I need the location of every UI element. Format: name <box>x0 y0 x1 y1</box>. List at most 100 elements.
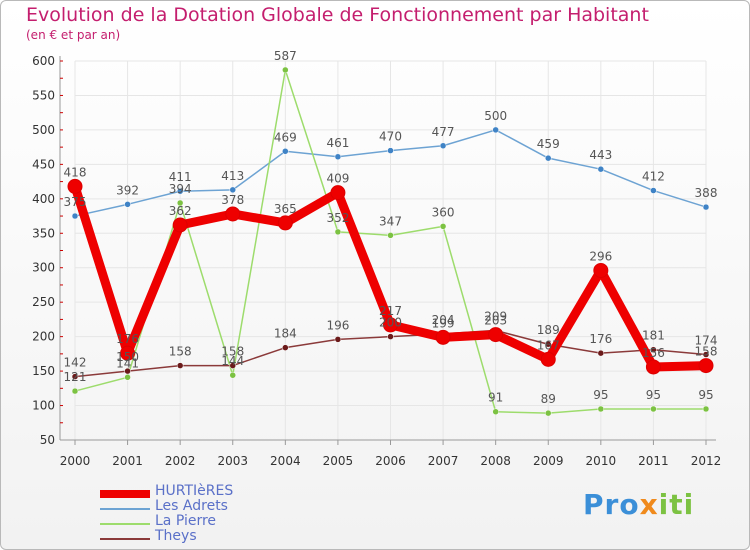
data-label-la-pierre-2006: 347 <box>379 214 402 228</box>
data-label-theys-2011: 181 <box>642 329 665 343</box>
data-label-la-pierre-2003: 144 <box>221 354 244 368</box>
y-tick-label-450: 450 <box>32 157 55 171</box>
legend-label-theys: Theys <box>155 528 197 544</box>
legend-item-les-adrets: Les Adrets <box>100 499 233 514</box>
data-label-theys-2012: 174 <box>695 334 718 348</box>
data-label-hurti-res-2010: 296 <box>589 249 612 263</box>
point-theys-2006 <box>387 333 394 340</box>
point-les-adrets-2005 <box>334 153 342 161</box>
point-theys-2010 <box>597 349 605 357</box>
point-hurti-res-2001 <box>120 345 136 361</box>
point-hurti-res-2005 <box>330 185 346 201</box>
point-la-pierre-2000 <box>71 387 79 395</box>
data-label-hurti-res-2002: 362 <box>169 204 192 218</box>
point-les-adrets-2000 <box>71 212 79 220</box>
point-les-adrets-2009 <box>545 154 552 162</box>
data-labels: 375 392 411 413 469 461 470 477 500 459 443 412 388 1… <box>64 49 718 406</box>
y-tick-label-250: 250 <box>32 295 55 309</box>
point-theys-2005 <box>334 336 342 343</box>
data-label-theys-2004: 184 <box>274 327 297 341</box>
point-la-pierre-2009 <box>545 409 552 417</box>
data-label-les-adrets-2007: 477 <box>432 125 455 139</box>
logo-part-3: iti <box>658 488 695 521</box>
point-les-adrets-2004 <box>282 148 289 155</box>
point-les-adrets-2012 <box>702 203 710 211</box>
point-theys-2012 <box>702 351 710 358</box>
data-label-theys-2010: 176 <box>589 332 612 346</box>
data-label-hurti-res-2012: 158 <box>695 345 718 359</box>
point-hurti-res-2000 <box>67 178 83 194</box>
point-les-adrets-2001 <box>124 201 131 208</box>
point-hurti-res-2007 <box>435 329 451 345</box>
data-label-les-adrets-2009: 459 <box>537 137 560 151</box>
point-la-pierre-2002 <box>176 199 184 207</box>
point-theys-2011 <box>650 346 657 353</box>
data-label-hurti-res-2004: 365 <box>274 202 297 216</box>
point-la-pierre-2008 <box>492 408 499 415</box>
x-tick-label-2000: 2000 <box>60 454 91 468</box>
legend-label-hurtieres: HURTIèRES <box>155 483 234 499</box>
x-tick-label-2007: 2007 <box>428 454 459 468</box>
data-label-hurti-res-2001: 176 <box>116 332 139 346</box>
x-tick-label-2009: 2009 <box>533 454 564 468</box>
data-label-la-pierre-2005: 352 <box>326 211 349 225</box>
legend-swatch-hurtieres <box>100 490 150 498</box>
point-la-pierre-2005 <box>334 228 342 236</box>
legend-swatch-les-adrets <box>100 508 150 510</box>
point-hurti-res-2006 <box>383 317 398 333</box>
point-la-pierre-2011 <box>650 405 657 413</box>
point-theys-2000 <box>71 373 79 380</box>
x-tick-label-2011: 2011 <box>638 454 669 468</box>
y-tick-label-100: 100 <box>32 399 55 413</box>
y-tick-label-150: 150 <box>32 364 55 378</box>
data-label-hurti-res-2008: 203 <box>484 314 507 328</box>
point-theys-2002 <box>176 362 184 369</box>
point-la-pierre-2001 <box>124 374 131 381</box>
data-label-la-pierre-2008: 91 <box>488 391 503 405</box>
point-les-adrets-2002 <box>176 187 184 195</box>
proxiti-logo: Proxiti <box>583 488 694 521</box>
logo-part-2: x <box>639 488 659 521</box>
legend: HURTIèRES Les Adrets La Pierre Theys <box>100 484 233 544</box>
point-hurti-res-2011 <box>645 359 661 375</box>
data-label-hurti-res-2005: 409 <box>326 172 349 186</box>
data-label-la-pierre-2000: 121 <box>64 370 87 384</box>
data-label-theys-2002: 158 <box>169 345 192 359</box>
data-label-la-pierre-2010: 95 <box>593 388 608 402</box>
data-label-theys-2007: 204 <box>432 313 455 327</box>
x-tick-label-2008: 2008 <box>480 454 511 468</box>
point-la-pierre-2007 <box>439 223 447 230</box>
data-label-les-adrets-2003: 413 <box>221 169 244 183</box>
data-label-theys-2000: 142 <box>64 356 87 370</box>
legend-swatch-la-pierre <box>100 523 150 525</box>
series-lines <box>67 66 714 417</box>
y-tick-label-400: 400 <box>32 192 55 206</box>
point-les-adrets-2006 <box>387 147 394 154</box>
point-les-adrets-2010 <box>597 165 605 173</box>
point-hurti-res-2003 <box>225 206 241 222</box>
data-label-hurti-res-2011: 156 <box>642 346 665 360</box>
data-label-les-adrets-2011: 412 <box>642 170 665 184</box>
data-label-theys-2003: 158 <box>221 345 244 359</box>
data-label-theys-2008: 209 <box>484 309 507 323</box>
data-label-les-adrets-2012: 388 <box>695 186 718 200</box>
y-tick-label-300: 300 <box>32 261 55 275</box>
data-label-les-adrets-2004: 469 <box>274 130 297 144</box>
x-tick-label-2005: 2005 <box>323 454 354 468</box>
x-tick-label-2010: 2010 <box>586 454 617 468</box>
y-tick-label-600: 600 <box>32 54 55 68</box>
y-tick-label-50: 50 <box>40 433 55 447</box>
legend-item-hurtieres: HURTIèRES <box>100 484 233 499</box>
data-label-les-adrets-2006: 470 <box>379 130 402 144</box>
data-label-la-pierre-2001: 141 <box>116 356 139 370</box>
data-label-la-pierre-2004: 587 <box>274 49 297 63</box>
data-label-la-pierre-2002: 394 <box>169 182 192 196</box>
data-label-la-pierre-2012: 95 <box>698 388 713 402</box>
legend-item-la-pierre: La Pierre <box>100 514 233 529</box>
data-label-les-adrets-2001: 392 <box>116 183 139 197</box>
point-hurti-res-2009 <box>540 351 556 367</box>
chart-subtitle: (en € et par an) <box>26 28 121 42</box>
data-label-theys-2009: 189 <box>537 323 560 337</box>
data-label-hurti-res-2000: 418 <box>64 165 87 179</box>
data-label-theys-2005: 196 <box>326 318 349 332</box>
